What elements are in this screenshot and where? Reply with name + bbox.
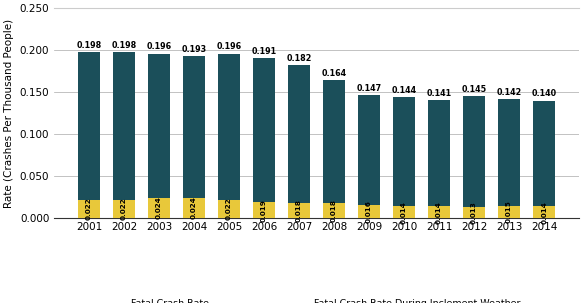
Bar — [148, 54, 170, 218]
Text: 0.145: 0.145 — [462, 85, 487, 94]
Legend: Fatal Crash Rate
(Per Thousand Licensed Drivers), Fatal Crash Rate During Inclem: Fatal Crash Rate (Per Thousand Licensed … — [113, 299, 521, 303]
Text: 0.022: 0.022 — [226, 198, 232, 220]
Text: 0.015: 0.015 — [506, 200, 512, 223]
Text: 0.191: 0.191 — [251, 47, 276, 56]
Text: 0.022: 0.022 — [86, 198, 92, 220]
Text: 0.014: 0.014 — [436, 201, 442, 224]
Text: 0.018: 0.018 — [296, 199, 302, 222]
Bar — [148, 198, 170, 218]
Text: 0.019: 0.019 — [261, 199, 267, 221]
Bar — [429, 100, 450, 218]
Bar — [533, 101, 555, 218]
Bar — [183, 198, 205, 218]
Bar — [288, 65, 310, 218]
Bar — [358, 205, 380, 218]
Text: 0.013: 0.013 — [471, 201, 477, 224]
Bar — [218, 200, 240, 218]
Bar — [429, 206, 450, 218]
Text: 0.198: 0.198 — [76, 41, 101, 50]
Bar — [183, 56, 205, 218]
Text: 0.142: 0.142 — [497, 88, 522, 97]
Text: 0.022: 0.022 — [121, 198, 127, 220]
Text: 0.141: 0.141 — [427, 88, 452, 98]
Text: 0.182: 0.182 — [286, 54, 312, 63]
Text: 0.014: 0.014 — [541, 201, 547, 224]
Text: 0.014: 0.014 — [401, 201, 407, 224]
Text: 0.016: 0.016 — [366, 200, 372, 223]
Text: 0.196: 0.196 — [216, 42, 241, 52]
Bar — [323, 80, 345, 218]
Bar — [358, 95, 380, 218]
Text: 0.018: 0.018 — [331, 199, 337, 222]
Text: 0.196: 0.196 — [146, 42, 171, 52]
Bar — [113, 52, 135, 218]
Y-axis label: Rate (Crashes Per Thousand People): Rate (Crashes Per Thousand People) — [4, 18, 14, 208]
Bar — [393, 206, 415, 218]
Bar — [113, 200, 135, 218]
Bar — [393, 97, 415, 218]
Text: 0.164: 0.164 — [321, 69, 346, 78]
Bar — [498, 99, 520, 218]
Bar — [288, 203, 310, 218]
Bar — [78, 200, 100, 218]
Bar — [253, 202, 275, 218]
Text: 0.024: 0.024 — [156, 197, 162, 219]
Text: 0.193: 0.193 — [181, 45, 206, 54]
Bar — [533, 206, 555, 218]
Text: 0.140: 0.140 — [532, 89, 557, 98]
Bar — [323, 203, 345, 218]
Bar — [498, 205, 520, 218]
Bar — [218, 54, 240, 218]
Bar — [463, 96, 485, 218]
Text: 0.024: 0.024 — [191, 197, 197, 219]
Bar — [78, 52, 100, 218]
Text: 0.144: 0.144 — [392, 86, 417, 95]
Text: 0.198: 0.198 — [111, 41, 136, 50]
Bar — [253, 58, 275, 218]
Text: 0.147: 0.147 — [356, 84, 382, 93]
Bar — [463, 207, 485, 218]
